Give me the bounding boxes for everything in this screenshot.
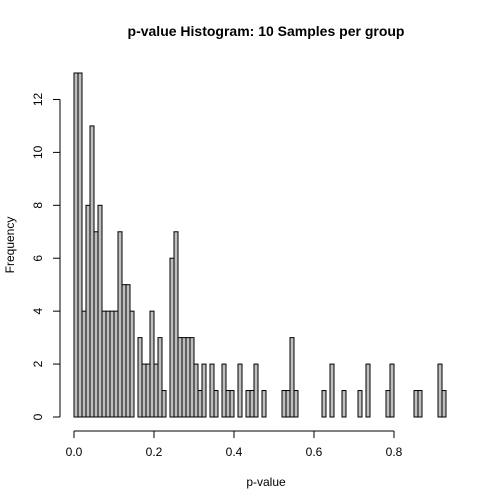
histogram-bar — [441, 390, 447, 418]
histogram-bar — [365, 363, 371, 418]
y-axis-label: Frequency — [3, 217, 17, 274]
y-axis: 0 2 4 6 8 10 12 — [31, 92, 61, 420]
histogram-bar — [173, 231, 179, 418]
x-tick-label: 0.0 — [66, 445, 83, 459]
histogram-bar — [341, 390, 347, 418]
y-tick-label: 0 — [31, 413, 45, 420]
y-tick-label: 8 — [31, 202, 45, 209]
x-tick-label: 0.8 — [386, 445, 403, 459]
histogram-bar — [321, 390, 327, 418]
histogram-bar — [97, 204, 103, 418]
y-tick-label: 10 — [31, 145, 45, 159]
histogram-bar — [145, 363, 151, 418]
chart-title: p-value Histogram: 10 Samples per group — [128, 23, 405, 39]
histogram-bar — [125, 284, 131, 418]
histogram-bar — [93, 231, 99, 418]
histogram-bar — [185, 337, 191, 418]
x-tick-label: 0.6 — [306, 445, 323, 459]
histogram-bar — [109, 310, 115, 418]
y-tick-label: 2 — [31, 360, 45, 367]
histogram-bar — [201, 363, 207, 418]
histogram-bar — [113, 310, 119, 418]
histogram-bar — [193, 363, 199, 418]
histogram-bar — [289, 337, 295, 418]
histogram-bar — [149, 310, 155, 418]
histogram-bar — [81, 310, 87, 418]
histogram-bar — [229, 390, 235, 418]
bars-group — [73, 72, 447, 418]
y-tick-label: 12 — [31, 92, 45, 106]
histogram-bar — [137, 337, 143, 418]
histogram-bar — [261, 390, 267, 418]
histogram-bar — [89, 125, 95, 418]
histogram-bar — [101, 310, 107, 418]
histogram-bar — [157, 337, 163, 418]
histogram-bar — [329, 363, 335, 418]
histogram-bar — [225, 390, 231, 418]
histogram-bar — [117, 231, 123, 418]
histogram-bar — [417, 390, 423, 418]
histogram-bar — [389, 363, 395, 418]
x-axis: 0.0 0.2 0.4 0.6 0.8 — [66, 430, 403, 459]
y-tick-label: 4 — [31, 307, 45, 314]
histogram-bar — [281, 390, 287, 418]
histogram-bar — [285, 390, 291, 418]
histogram-bar — [189, 337, 195, 418]
x-axis-label: p-value — [246, 475, 286, 489]
histogram-bar — [249, 390, 255, 418]
histogram-bar — [77, 72, 83, 418]
histogram-bar — [293, 390, 299, 418]
histogram-bar — [245, 390, 251, 418]
histogram-bar — [121, 284, 127, 418]
histogram-bar — [177, 337, 183, 418]
histogram-bar — [73, 72, 79, 418]
histogram-bar — [357, 390, 363, 418]
histogram-bar — [237, 363, 243, 418]
histogram-bar — [169, 257, 175, 418]
histogram-bar — [141, 363, 147, 418]
histogram-bar — [413, 390, 419, 418]
histogram-bar — [153, 363, 159, 418]
x-tick-label: 0.4 — [226, 445, 243, 459]
histogram-bar — [197, 390, 203, 418]
histogram-bar — [437, 363, 443, 418]
histogram-bar — [213, 390, 219, 418]
histogram-bar — [181, 337, 187, 418]
histogram-bar — [385, 390, 391, 418]
histogram-bar — [161, 390, 167, 418]
histogram-bar — [129, 310, 135, 418]
histogram-bar — [85, 204, 91, 418]
histogram-bar — [221, 363, 227, 418]
x-tick-label: 0.2 — [146, 445, 163, 459]
histogram-bar — [253, 363, 259, 418]
y-tick-label: 6 — [31, 255, 45, 262]
histogram-bar — [209, 363, 215, 418]
histogram-bar — [105, 310, 111, 418]
